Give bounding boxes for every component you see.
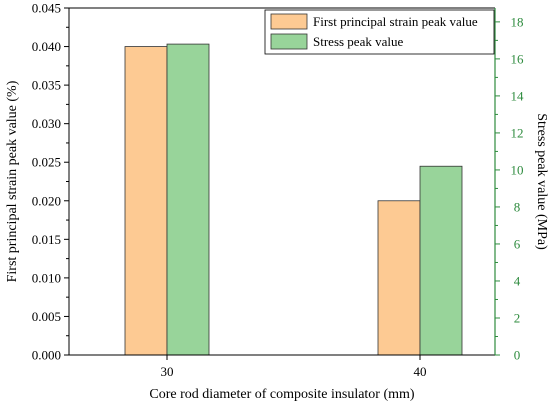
x-tick-label: 30 — [161, 364, 174, 379]
right-y-axis-title: Stress peak value (MPa) — [534, 113, 549, 250]
x-tick-label: 40 — [414, 364, 427, 379]
left-y-tick-label: 0.020 — [32, 193, 61, 208]
bar-strain-40 — [377, 200, 421, 356]
left-y-tick-label: 0.040 — [32, 39, 61, 54]
right-y-tick-label: 18 — [511, 14, 524, 29]
right-y-tick-label: 10 — [511, 162, 524, 177]
left-y-tick-label: 0.045 — [32, 1, 61, 16]
left-y-tick-label: 0.030 — [32, 116, 61, 131]
bar-stress-30 — [166, 43, 210, 356]
right-y-tick-label: 16 — [511, 51, 525, 66]
left-y-axis-title: First principal strain peak value (%) — [5, 80, 20, 282]
legend-label-stress: Stress peak value — [313, 34, 403, 49]
left-y-tick-label: 0.005 — [32, 309, 61, 324]
right-y-tick-label: 4 — [514, 273, 521, 288]
bar-stress-40 — [419, 165, 463, 356]
legend: First principal strain peak value Stress… — [264, 9, 495, 55]
legend-swatch-strain — [270, 13, 308, 30]
x-axis-title: Core rod diameter of composite insulator… — [149, 387, 414, 402]
legend-label-strain: First principal strain peak value — [313, 14, 478, 29]
left-y-tick-label: 0.015 — [32, 232, 61, 247]
right-y-tick-label: 8 — [514, 199, 521, 214]
left-y-tick-label: 0.000 — [32, 348, 61, 363]
plot-area: 0.000 0.005 0.010 0.015 0.020 0.025 0.030 0.035… — [32, 1, 524, 380]
right-y-tick-label: 2 — [514, 310, 521, 325]
legend-swatch-stress — [270, 33, 308, 50]
right-y-tick-label: 0 — [514, 348, 521, 363]
right-y-tick-label: 12 — [511, 125, 524, 140]
right-y-tick-label: 14 — [511, 88, 525, 103]
left-y-tick-label: 0.025 — [32, 155, 61, 170]
right-y-tick-label: 6 — [514, 236, 521, 251]
left-y-tick-label: 0.035 — [32, 78, 61, 93]
left-y-tick-label: 0.010 — [32, 270, 61, 285]
bar-strain-30 — [124, 46, 168, 356]
